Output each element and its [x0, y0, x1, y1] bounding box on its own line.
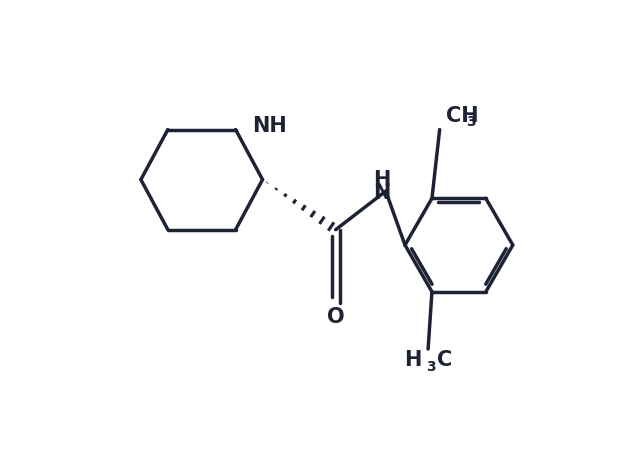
Text: H: H	[373, 170, 390, 190]
Text: O: O	[327, 306, 344, 327]
Text: NH: NH	[253, 116, 287, 136]
Text: H: H	[404, 350, 422, 370]
Text: CH: CH	[446, 106, 479, 125]
Text: C: C	[437, 350, 452, 370]
Text: N: N	[373, 183, 390, 203]
Text: 3: 3	[466, 115, 476, 129]
Text: 3: 3	[427, 360, 436, 374]
